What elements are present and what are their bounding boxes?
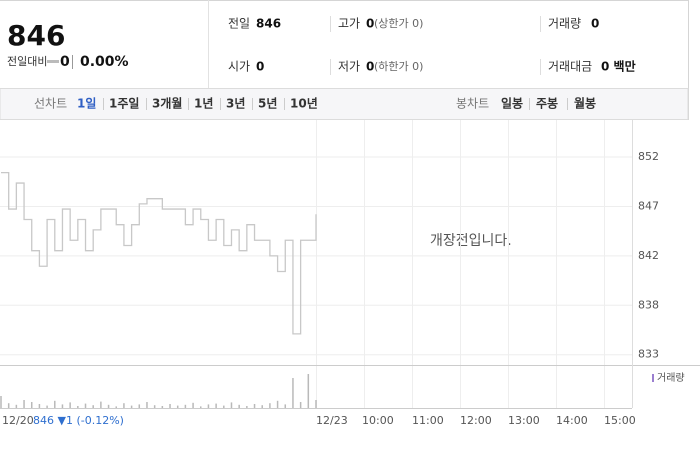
volume-bar [46,405,48,408]
field-value: 0 [366,60,374,74]
x-tick-label: 12:00 [460,414,492,427]
volume-bar [161,406,164,408]
volume-bar [176,405,179,408]
volume-bar [299,402,302,408]
volume-bar [15,404,18,408]
volume-bar [7,403,10,408]
tab[interactable]: 월봉 [574,96,596,111]
x-tick-label: 14:00 [556,414,588,427]
field-value: 0 [366,17,374,31]
field-label: 거래량 [548,17,581,31]
volume-bar [207,404,210,408]
volume-bar [215,403,217,408]
price-line [1,172,317,335]
volume-bar [153,405,156,408]
volume-bar [130,405,133,408]
flat-icon [47,60,59,63]
tab-group-label: 선차트 [34,97,67,111]
tab[interactable]: 5년 [258,97,277,111]
field-note: (상한가 0) [374,17,423,30]
field-label: 거래대금 [548,60,592,74]
y-tick-label: 842 [638,249,659,262]
field-label: 시가 [228,60,250,74]
field-value: 0 [591,17,599,31]
volume-bar [23,400,25,408]
tab[interactable]: 3개월 [152,96,182,111]
volume-bar [0,396,2,408]
tab[interactable]: 3년 [226,97,245,111]
volume-bar [84,403,87,408]
y-tick-label: 852 [638,150,659,163]
x-tick-label: 12/20 [2,414,34,427]
volume-bar [123,403,125,408]
tab[interactable]: 1년 [194,97,213,111]
volume-bar [253,404,256,408]
volume-bar [38,404,41,408]
volume-bar [269,403,271,408]
price: 846 [7,19,65,52]
tab[interactable]: 10년 [290,97,318,111]
volume-bar [115,406,117,408]
change: 0 [60,54,70,70]
volume-bar [246,406,248,408]
x-tick-label: 12/23 [316,414,348,427]
volume-bar [138,404,141,408]
tab[interactable]: 주봉 [536,97,558,111]
volume-bar [261,405,263,408]
volume-bar [69,402,71,408]
volume-bar [284,404,287,408]
tab-bar [0,88,689,120]
x-tick-label: 15:00 [604,414,636,427]
volume-bar [92,405,94,408]
volume-bar [107,404,110,408]
y-tick-label: 838 [638,298,659,311]
field-label: 전일 [228,17,250,31]
volume-bar [238,404,240,408]
tab-group-label: 봉차트 [456,97,489,111]
field-value: 0 [256,60,264,74]
volume-bar [30,402,33,408]
legend-label: 거래량 [657,372,685,384]
volume-bar [100,401,102,408]
x-tick-label: 11:00 [412,414,444,427]
volume-bar [54,400,56,408]
volume-bar [146,402,148,408]
volume-bar [292,378,294,408]
change-label: 전일대비 [7,54,47,68]
field-label: 고가 [338,17,360,31]
field-value: 846 [256,17,281,31]
prev-close: 846 ▼1 (-0.12%) [33,414,124,427]
volume-bar [307,374,310,408]
tab[interactable]: 일봉 [501,97,523,111]
volume-bar [223,405,225,408]
volume-bar [77,406,79,408]
volume-bar [184,404,187,408]
tab[interactable]: 1일 [77,97,96,111]
change-rate: 0.00% [80,54,129,70]
y-tick-label: 847 [638,199,659,212]
field-label: 저가 [338,60,360,74]
volume-bar [192,402,194,408]
y-tick-label: 833 [638,348,659,361]
volume-bar [276,400,279,408]
volume-bar [169,404,171,408]
field-note: (하한가 0) [374,59,423,73]
annotation: 개장전입니다. [430,233,512,249]
x-tick-label: 10:00 [362,414,394,427]
legend-swatch [652,374,654,382]
volume-bar [61,404,64,408]
tab[interactable]: 1주일 [109,97,139,111]
volume-bar [230,402,233,408]
field-value: 0 백만 [601,59,636,74]
x-tick-label: 13:00 [508,414,540,427]
volume-bar [200,406,202,408]
volume-bar [315,400,317,408]
